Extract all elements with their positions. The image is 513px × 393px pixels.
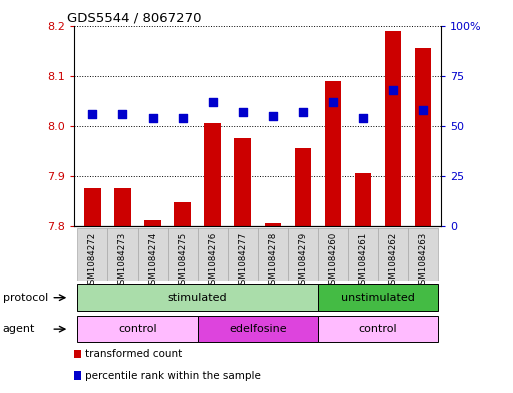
Text: unstimulated: unstimulated: [341, 293, 415, 303]
Bar: [84, 188, 101, 226]
Bar: [228, 228, 258, 281]
Point: [148, 115, 156, 121]
Bar: [415, 48, 431, 226]
Text: GSM1084260: GSM1084260: [328, 231, 338, 290]
Point: [269, 112, 277, 119]
Text: control: control: [359, 324, 398, 334]
Point: [88, 110, 96, 117]
Bar: [288, 228, 318, 281]
Point: [299, 108, 307, 115]
Bar: [137, 228, 168, 281]
Bar: [258, 228, 288, 281]
Bar: [378, 228, 408, 281]
Bar: [318, 285, 438, 311]
Text: GDS5544 / 8067270: GDS5544 / 8067270: [67, 11, 202, 24]
Bar: [198, 228, 228, 281]
Bar: [77, 316, 198, 342]
Bar: [114, 188, 131, 226]
Text: edelfosine: edelfosine: [229, 324, 287, 334]
Text: GSM1084263: GSM1084263: [419, 231, 428, 290]
Bar: [355, 173, 371, 226]
Text: GSM1084261: GSM1084261: [359, 231, 367, 290]
Bar: [265, 224, 281, 226]
Bar: [168, 228, 198, 281]
Bar: [77, 228, 107, 281]
Text: GSM1084275: GSM1084275: [178, 231, 187, 290]
Point: [359, 115, 367, 121]
Text: percentile rank within the sample: percentile rank within the sample: [85, 371, 261, 381]
Text: control: control: [118, 324, 157, 334]
Text: GSM1084277: GSM1084277: [238, 231, 247, 290]
Bar: [77, 285, 318, 311]
Bar: [198, 316, 318, 342]
Bar: [318, 316, 438, 342]
Point: [329, 99, 337, 105]
Bar: [318, 228, 348, 281]
Bar: [174, 202, 191, 226]
Text: GSM1084273: GSM1084273: [118, 231, 127, 290]
Text: GSM1084262: GSM1084262: [388, 231, 398, 290]
Bar: [204, 123, 221, 226]
Bar: [408, 228, 438, 281]
Bar: [107, 228, 137, 281]
Text: protocol: protocol: [3, 293, 48, 303]
Text: GSM1084278: GSM1084278: [268, 231, 278, 290]
Point: [119, 110, 127, 117]
Text: GSM1084276: GSM1084276: [208, 231, 217, 290]
Bar: [234, 138, 251, 226]
Bar: [348, 228, 378, 281]
Point: [239, 108, 247, 115]
Point: [389, 86, 397, 93]
Bar: [385, 31, 401, 226]
Point: [209, 99, 217, 105]
Bar: [325, 81, 341, 226]
Text: stimulated: stimulated: [168, 293, 227, 303]
Text: transformed count: transformed count: [85, 349, 183, 359]
Bar: [294, 148, 311, 226]
Text: agent: agent: [3, 324, 35, 334]
Text: GSM1084274: GSM1084274: [148, 231, 157, 290]
Bar: [144, 220, 161, 226]
Point: [419, 107, 427, 113]
Point: [179, 115, 187, 121]
Text: GSM1084279: GSM1084279: [299, 231, 307, 290]
Text: GSM1084272: GSM1084272: [88, 231, 97, 290]
